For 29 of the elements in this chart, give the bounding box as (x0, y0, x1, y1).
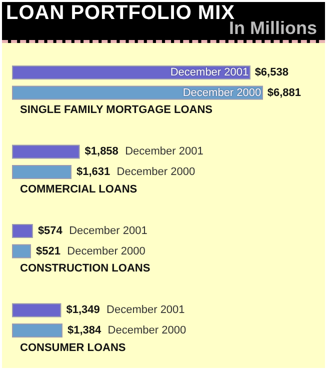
y-tick-label: COMMERCIAL LOANS (20, 183, 138, 196)
bar (12, 324, 62, 338)
bar (12, 303, 62, 318)
data-label: $1,349 (66, 304, 100, 316)
data-label: $6,538 (254, 66, 288, 78)
chart-subtitle: In Millions (229, 18, 317, 39)
data-label: $1,384 (67, 324, 102, 337)
text: December 2001 (106, 304, 185, 316)
y-tick-label: SINGLE FAMILY MORTGAGE LOANS (20, 104, 213, 116)
data-label: $574 (38, 224, 64, 237)
y-tick-label: CONSTRUCTION LOANS (20, 262, 150, 275)
data-label: $6,881 (267, 86, 301, 99)
text: December 2000 (108, 324, 186, 337)
bar (12, 65, 250, 80)
data-label: $521 (36, 245, 60, 258)
bar (12, 86, 263, 100)
text: December 2001 (125, 146, 204, 158)
bar (12, 224, 33, 238)
text: December 2001 (69, 224, 148, 237)
y-tick-label: CONSUMER LOANS (20, 342, 126, 354)
data-label: $1,631 (76, 166, 110, 178)
data-label: $1,858 (84, 146, 118, 158)
text: December 2000 (116, 166, 196, 178)
bar (12, 244, 32, 258)
series-label: December 2001 (170, 66, 249, 78)
text: December 2000 (67, 245, 146, 258)
bar (12, 144, 80, 159)
bar (12, 165, 72, 180)
series-label: December 2000 (182, 86, 262, 99)
